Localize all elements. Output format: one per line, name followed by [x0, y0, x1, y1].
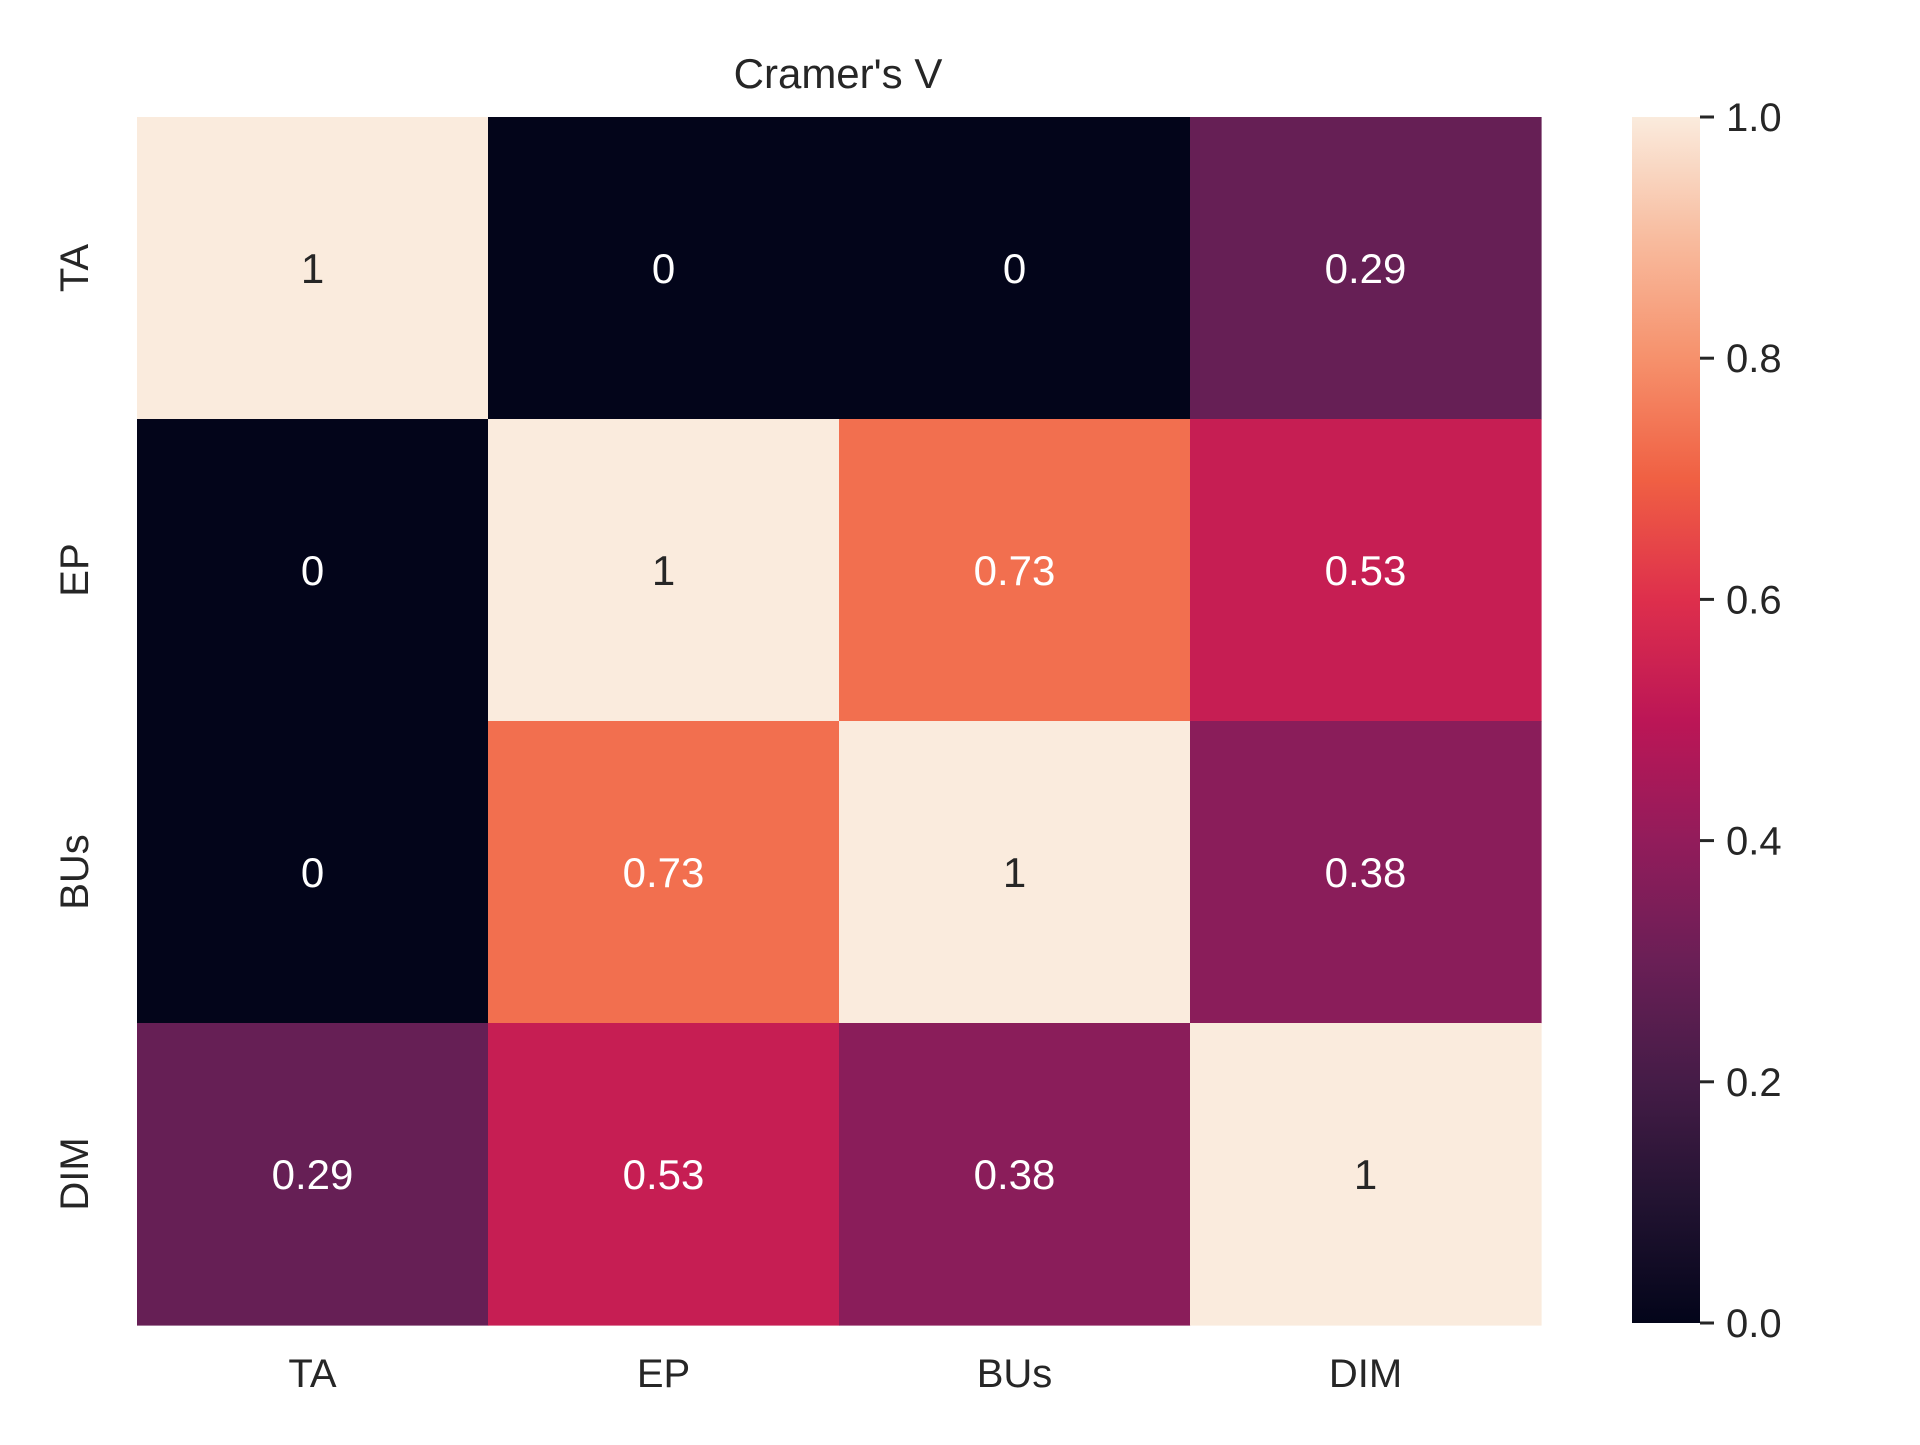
cell-annotation: 0.29: [1325, 245, 1407, 292]
cell-annotation: 0: [301, 547, 324, 594]
heatmap-cell-ta-bus: [839, 117, 1191, 420]
heatmap-cell-dim-bus: [839, 1023, 1191, 1326]
heatmap-cell-dim-ta: [137, 1023, 489, 1326]
cell-annotation: 0.53: [623, 1151, 705, 1198]
cell-annotation: 0.38: [974, 1151, 1056, 1198]
heatmap-cell-ep-ta: [137, 419, 489, 722]
heatmap-cell-dim-ep: [488, 1023, 840, 1326]
heatmap-cell-ep-dim: [1190, 419, 1542, 722]
cell-annotation: 0.73: [974, 547, 1056, 594]
cell-annotation: 1: [652, 547, 675, 594]
cell-annotation: 0.38: [1325, 849, 1407, 896]
colorbar-tick-label: 0.8: [1726, 337, 1782, 381]
heatmap-cell-bus-ep: [488, 721, 840, 1024]
heatmap-cell-bus-bus: [839, 721, 1191, 1024]
x-tick-label-bus: BUs: [977, 1352, 1053, 1396]
cell-annotation: 0.73: [623, 849, 705, 896]
cell-annotation: 0.53: [1325, 547, 1407, 594]
y-tick-label-dim: DIM: [53, 1137, 97, 1210]
chart-title: Cramer's V: [734, 50, 943, 97]
cell-annotation: 0: [301, 849, 324, 896]
colorbar-tick-label: 0.0: [1726, 1302, 1782, 1346]
heatmap-cell-bus-ta: [137, 721, 489, 1024]
heatmap-cell-ta-dim: [1190, 117, 1542, 420]
y-tick-label-bus: BUs: [53, 834, 97, 910]
colorbar: 0.0 0.2 0.4 0.6 0.8 1.0: [1632, 96, 1782, 1346]
colorbar-tick-label: 1.0: [1726, 96, 1782, 140]
y-axis-tick-labels: TA EP BUs DIM: [53, 244, 97, 1211]
colorbar-tick-label: 0.2: [1726, 1061, 1782, 1105]
heatmap-cell-ep-ep: [488, 419, 840, 722]
cell-annotation: 1: [1003, 849, 1026, 896]
colorbar-tick-label: 0.4: [1726, 820, 1782, 864]
heatmap-cell-ta-ep: [488, 117, 840, 420]
heatmap-cell-bus-dim: [1190, 721, 1542, 1024]
x-tick-label-dim: DIM: [1329, 1352, 1402, 1396]
cell-annotation: 0: [652, 245, 675, 292]
colorbar-tick-label: 0.6: [1726, 578, 1782, 622]
cell-annotation: 0: [1003, 245, 1026, 292]
cell-annotation: 1: [1354, 1151, 1377, 1198]
y-tick-label-ep: EP: [53, 543, 97, 596]
heatmap-cell-ta-ta: [137, 117, 489, 420]
heatmap-annotations: 1 0 0 0.29 0 1 0.73 0.53 0 0.73 1 0.38 0.29 0.53 0.38 1: [272, 245, 1407, 1198]
heatmap-cell-ep-bus: [839, 419, 1191, 722]
x-axis-tick-labels: TA EP BUs DIM: [288, 1352, 1402, 1396]
cell-annotation: 0.29: [272, 1151, 354, 1198]
colorbar-gradient: [1632, 117, 1700, 1323]
x-tick-label-ta: TA: [288, 1352, 336, 1396]
heatmap-cells: [137, 117, 1542, 1326]
heatmap-cell-dim-dim: [1190, 1023, 1542, 1326]
cell-annotation: 1: [301, 245, 324, 292]
y-tick-label-ta: TA: [53, 244, 97, 292]
x-tick-label-ep: EP: [637, 1352, 690, 1396]
